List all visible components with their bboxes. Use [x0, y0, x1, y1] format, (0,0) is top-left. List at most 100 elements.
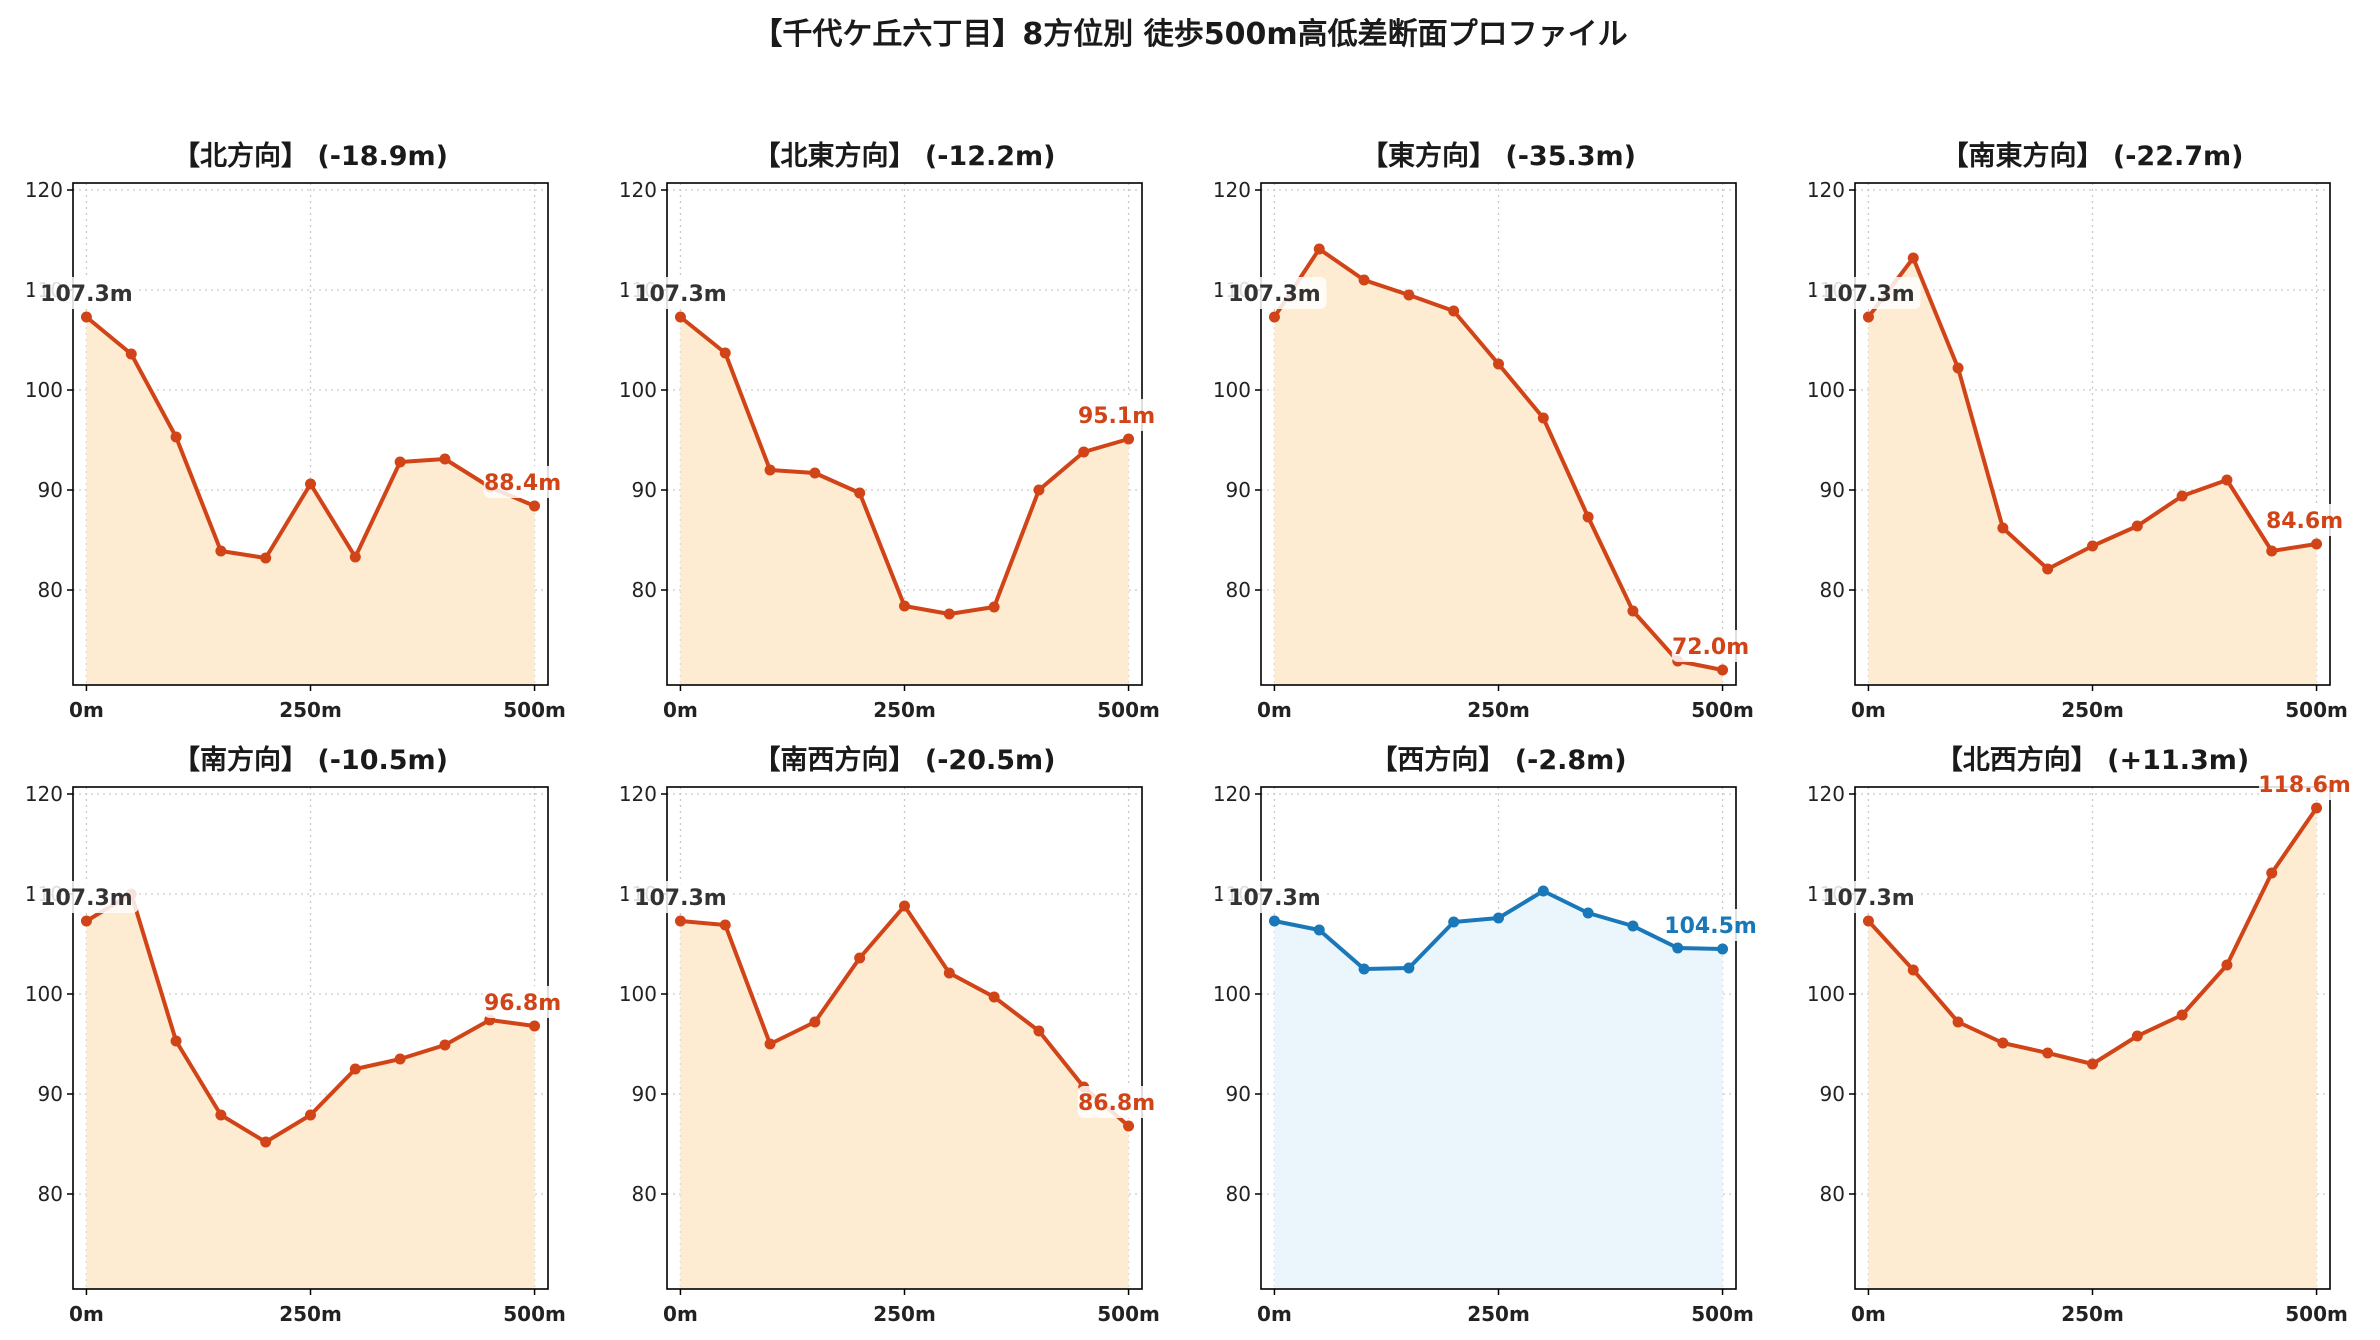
start-label-box — [1816, 277, 1921, 309]
x-tick-label: 500m — [503, 698, 566, 722]
data-point — [215, 1109, 227, 1121]
data-point — [125, 348, 137, 360]
data-point — [1403, 962, 1415, 974]
x-tick-label: 500m — [2285, 698, 2348, 722]
chart-panel: 【南西方向】 (-20.5m)80901001101200m250m500m10… — [619, 744, 1160, 1326]
panel-title: 【北西方向】 (+11.3m) — [1936, 744, 2249, 776]
data-point — [80, 311, 92, 323]
start-value-label: 107.3m — [40, 282, 133, 307]
data-point — [1582, 511, 1594, 523]
area-fill — [1274, 249, 1723, 685]
data-point — [2311, 538, 2323, 550]
y-tick-label: 100 — [25, 378, 63, 402]
area-fill — [86, 317, 535, 685]
y-tick-label: 100 — [25, 982, 63, 1006]
start-value-label: 107.3m — [634, 282, 727, 307]
end-label-box — [1665, 909, 1757, 941]
start-label-box — [34, 277, 139, 309]
data-point — [2131, 520, 2143, 532]
data-point — [394, 456, 406, 468]
y-tick-label: 120 — [1213, 782, 1251, 806]
chart-panel: 【北東方向】 (-12.2m)80901001101200m250m500m10… — [619, 140, 1160, 722]
data-point — [899, 600, 910, 612]
data-point — [1123, 433, 1135, 445]
data-point — [1627, 605, 1639, 617]
data-point — [2131, 1030, 2143, 1042]
x-tick-label: 500m — [1691, 698, 1754, 722]
data-point — [1952, 1016, 1964, 1028]
end-value-label: 118.6m — [2258, 773, 2351, 798]
data-point — [1123, 1120, 1135, 1132]
end-label-box — [1077, 399, 1156, 431]
y-tick-label: 120 — [1807, 782, 1845, 806]
chart-panel: 【南東方向】 (-22.7m)80901001101200m250m500m10… — [1807, 140, 2348, 722]
data-point — [1033, 484, 1045, 496]
x-tick-label: 250m — [1467, 1302, 1530, 1326]
data-point — [305, 478, 316, 490]
end-value-label: 84.6m — [2266, 509, 2343, 534]
data-point — [349, 1063, 361, 1075]
x-tick-label: 0m — [69, 698, 104, 722]
x-tick-label: 500m — [1691, 1302, 1754, 1326]
data-point — [170, 1035, 182, 1047]
panel-title: 【南方向】 (-10.5m) — [173, 744, 448, 776]
data-point — [1582, 907, 1594, 919]
start-value-label: 107.3m — [40, 886, 133, 911]
y-tick-label: 100 — [1213, 378, 1251, 402]
y-tick-label: 90 — [38, 1082, 63, 1106]
y-tick-label: 120 — [25, 178, 63, 202]
data-point — [1493, 358, 1504, 370]
data-point — [439, 453, 451, 465]
data-point — [2087, 1058, 2098, 1070]
y-tick-label: 90 — [1226, 478, 1251, 502]
end-value-label: 72.0m — [1672, 635, 1749, 660]
data-point — [529, 1020, 541, 1032]
data-point — [2221, 474, 2233, 486]
y-tick-label: 90 — [632, 1082, 657, 1106]
y-tick-label: 120 — [1807, 178, 1845, 202]
data-point — [1717, 943, 1729, 955]
x-tick-label: 500m — [1097, 698, 1160, 722]
data-point — [943, 967, 955, 979]
data-point — [80, 915, 92, 927]
x-tick-label: 0m — [1257, 698, 1292, 722]
y-tick-label: 100 — [1807, 982, 1845, 1006]
data-point — [854, 487, 866, 499]
data-point — [1268, 915, 1280, 927]
end-value-label: 104.5m — [1664, 914, 1757, 939]
x-tick-label: 0m — [663, 698, 698, 722]
chart-panel: 【南方向】 (-10.5m)80901001101200m250m500m107… — [25, 744, 566, 1326]
data-point — [1448, 305, 1460, 317]
data-point — [719, 347, 731, 359]
y-tick-label: 80 — [1226, 578, 1251, 602]
data-point — [988, 991, 1000, 1003]
y-tick-label: 90 — [632, 478, 657, 502]
data-point — [809, 1016, 821, 1028]
data-point — [1997, 522, 2009, 534]
y-tick-label: 120 — [25, 782, 63, 806]
y-tick-label: 90 — [38, 478, 63, 502]
start-value-label: 107.3m — [1822, 282, 1915, 307]
start-value-label: 107.3m — [634, 886, 727, 911]
chart-panel: 【北西方向】 (+11.3m)80901001101200m250m500m10… — [1807, 744, 2351, 1326]
y-tick-label: 80 — [1820, 578, 1845, 602]
data-point — [1862, 311, 1874, 323]
data-point — [1907, 964, 1919, 976]
start-label-box — [1222, 277, 1327, 309]
chart-panel: 【西方向】 (-2.8m)80901001101200m250m500m107.… — [1213, 744, 1757, 1326]
x-tick-label: 250m — [873, 698, 936, 722]
data-point — [1078, 446, 1090, 458]
x-tick-label: 500m — [503, 1302, 566, 1326]
area-fill — [86, 894, 535, 1289]
x-tick-label: 250m — [873, 1302, 936, 1326]
data-point — [764, 1038, 776, 1050]
data-point — [674, 311, 686, 323]
data-point — [260, 552, 272, 564]
data-point — [2042, 1047, 2054, 1059]
y-tick-label: 90 — [1226, 1082, 1251, 1106]
data-point — [1997, 1037, 2009, 1049]
area-fill — [1868, 258, 2317, 685]
data-point — [2266, 867, 2278, 879]
area-fill — [680, 906, 1129, 1289]
x-tick-label: 0m — [1851, 698, 1886, 722]
